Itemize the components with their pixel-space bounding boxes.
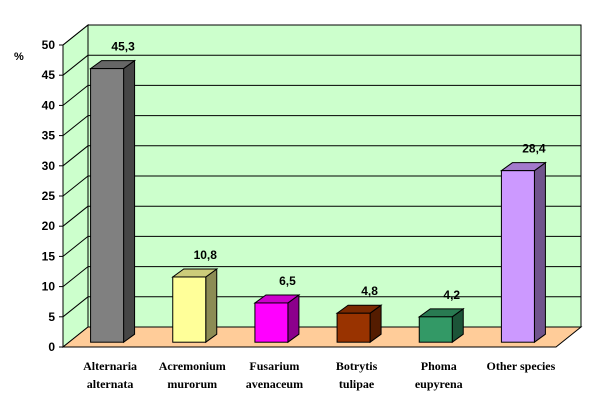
y-tick-label: 25 (42, 189, 56, 203)
category-label: Acremonium (159, 359, 226, 373)
category-label: Fusarium (249, 359, 299, 373)
value-label: 4,2 (443, 288, 460, 302)
bar-side (533, 161, 546, 344)
value-labels: 45,3 10,8 6,5 4,8 4,2 28,4 (111, 40, 546, 302)
y-axis-title: % (14, 51, 24, 63)
gridline-side (62, 175, 89, 197)
category-labels: Alternaria alternata Acremonium murorum Fusa… (83, 359, 556, 391)
bar (335, 304, 383, 344)
value-label: 6,5 (279, 274, 296, 288)
y-tick-label: 15 (42, 249, 56, 263)
value-label: 45,3 (111, 40, 135, 54)
category-label: avenaceum (246, 377, 303, 391)
gridline-side (62, 24, 89, 46)
bar-front (254, 302, 289, 343)
category-label: Botrytis (336, 359, 378, 373)
gridline-side (62, 54, 89, 76)
category-label: eupyrena (415, 377, 463, 391)
bar (253, 293, 301, 344)
bar (89, 59, 137, 344)
gridline-side (62, 296, 89, 318)
gridline-side (62, 85, 89, 106)
y-tick-label: 50 (42, 38, 56, 52)
y-tick-label: 20 (42, 219, 56, 233)
value-label: 4,8 (361, 284, 378, 298)
value-label: 28,4 (522, 142, 546, 156)
gridline-side (62, 205, 89, 227)
y-tick-label: 45 (42, 68, 56, 82)
gridline-side (62, 266, 89, 287)
y-tick-label: 35 (42, 129, 56, 143)
bars (89, 59, 547, 344)
bar-side (205, 267, 218, 344)
gridlines (62, 24, 581, 318)
bar-front (418, 316, 453, 343)
y-tick-label: 40 (42, 98, 56, 112)
bar-side (123, 59, 136, 344)
category-label: Alternaria (83, 359, 137, 373)
y-tick-label: 30 (42, 159, 56, 173)
category-label: Phoma (421, 359, 457, 373)
bar-front (90, 68, 125, 343)
bar (171, 267, 219, 344)
gridline-side (62, 145, 89, 167)
category-label: alternata (87, 377, 134, 391)
bar-front (500, 170, 535, 343)
y-tick-label: 5 (48, 310, 55, 324)
gridline-side (62, 115, 89, 136)
y-axis: 0 5 10 15 20 25 30 35 40 45 50 (42, 38, 64, 354)
category-label: murorum (167, 377, 217, 391)
category-label: Other species (487, 359, 556, 373)
bar (417, 307, 465, 344)
gridline-side (62, 236, 89, 257)
bar-front (172, 276, 207, 343)
y-tick-label: 10 (42, 280, 56, 294)
bar (499, 161, 547, 344)
value-label: 10,8 (194, 248, 218, 262)
y-tick-label: 0 (48, 340, 55, 354)
category-label: tulipae (339, 377, 375, 391)
bar-front (336, 312, 371, 343)
